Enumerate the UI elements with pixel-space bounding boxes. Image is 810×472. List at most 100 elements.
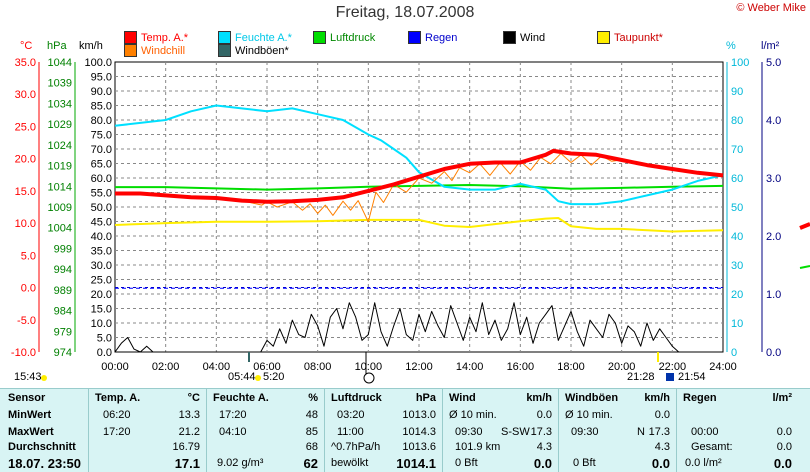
legend-item-rain: Regen xyxy=(408,31,457,44)
wind-beaufort: 0 Bft xyxy=(455,457,478,469)
series-luftdruck xyxy=(115,184,724,191)
legend-label: Taupunkt* xyxy=(614,31,663,44)
hum-now-abs: 9.02 g/m³ xyxy=(217,457,264,469)
header-humidity-unit: % xyxy=(308,392,318,404)
hum-min-value: 48 xyxy=(305,409,318,421)
wind-axis-tick: 5.0 xyxy=(97,333,112,345)
legend-swatch xyxy=(597,31,610,44)
humidity-axis-tick: 0 xyxy=(731,347,737,359)
humidity-axis-tick: 40 xyxy=(731,231,743,243)
x-tick-label: 22:00 xyxy=(659,361,687,373)
wind-max-time: 09:30 xyxy=(455,426,483,438)
humidity-axis-tick: 60 xyxy=(731,173,743,185)
legend-label: Feuchte A.* xyxy=(235,31,292,44)
press-now-value: 1014.1 xyxy=(396,456,436,471)
pressure-axis-tick: 1044 xyxy=(48,57,72,69)
series-temp-a xyxy=(115,148,724,204)
wind-axis-tick: 75.0 xyxy=(91,130,112,142)
row-label-now: 18.07. 23:50 xyxy=(8,456,82,471)
wind-axis-tick: 100.0 xyxy=(84,57,112,69)
wind-max-value: 17.3 xyxy=(530,426,552,438)
wind-axis-tick: 65.0 xyxy=(91,159,112,171)
wind-axis-tick: 0.0 xyxy=(97,347,112,359)
stats-col-humidity: Feuchte A. % 17:20 48 04:10 85 68 9.02 g… xyxy=(206,389,324,472)
x-tick-label: 18:00 xyxy=(557,361,585,373)
x-tick-label: 00:00 xyxy=(101,361,129,373)
temp-axis-tick: 30.0 xyxy=(15,89,36,101)
stats-col-sensor: Sensor MinWert MaxWert Durchschnitt 18.0… xyxy=(0,389,88,472)
wind-axis-tick: 60.0 xyxy=(91,173,112,185)
wind-now-value: 0.0 xyxy=(533,456,552,471)
rain-total-label: Gesamt: xyxy=(691,441,733,453)
pressure-axis-tick: 1034 xyxy=(48,98,72,110)
stats-col-temp: Temp. A. °C 06:20 13.3 17:20 21.2 16.79 … xyxy=(88,389,206,472)
pressure-axis-tick: 1014 xyxy=(48,181,72,193)
x-tick-label: 16:00 xyxy=(507,361,535,373)
series-feuchte-a xyxy=(114,104,724,206)
copyright-label: © Weber Mike xyxy=(736,2,806,14)
legend-swatch xyxy=(503,31,516,44)
temp-axis-tick: 15.0 xyxy=(15,186,36,198)
row-label-avg: Durchschnitt xyxy=(8,441,76,453)
x-tick-label: 20:00 xyxy=(608,361,636,373)
wind-axis-tick: 95.0 xyxy=(91,72,112,84)
stats-col-rain: Regen l/m² 00:00 0.0 Gesamt: 0.0 0.0 l/m… xyxy=(676,389,798,472)
rain-axis-tick: 5.0 xyxy=(766,57,781,69)
rain-axis-tick: 4.0 xyxy=(766,115,781,127)
hum-avg-value: 68 xyxy=(305,441,318,453)
press-min-value: 1013.0 xyxy=(402,409,436,421)
humidity-axis-tick: 100 xyxy=(731,57,749,69)
wind-axis-tick: 20.0 xyxy=(91,289,112,301)
sunrise-time: 05:44 xyxy=(228,371,256,383)
pressure-axis-tick: 974 xyxy=(54,347,72,359)
stats-col-wind: Wind km/h Ø 10 min. 0.0 09:30 S-SW 17.3 … xyxy=(442,389,558,472)
pressure-axis-tick: 1019 xyxy=(48,161,72,173)
legend-item-temp: Temp. A.* xyxy=(124,31,188,44)
wind-axis-tick: 50.0 xyxy=(91,202,112,214)
rain-axis-tick: 0.0 xyxy=(766,347,781,359)
hum-min-time: 17:20 xyxy=(219,409,247,421)
wind-axis-unit: km/h xyxy=(79,40,103,52)
wind-axis-tick: 15.0 xyxy=(91,304,112,316)
gust-max-value: 17.3 xyxy=(648,426,670,438)
press-avg-value: 1013.6 xyxy=(402,441,436,453)
temp-axis-tick: 10.0 xyxy=(15,218,36,230)
press-max-value: 1014.3 xyxy=(402,426,436,438)
sunrise-time-2: 5:20 xyxy=(263,371,285,383)
rain-axis-tick: 1.0 xyxy=(766,289,781,301)
press-max-time: 11:00 xyxy=(337,426,364,438)
header-temp: Temp. A. xyxy=(95,392,141,404)
header-humidity: Feuchte A. xyxy=(213,392,269,404)
wind-axis-tick: 80.0 xyxy=(91,115,112,127)
wind-max-direction: S-SW xyxy=(501,426,530,438)
legend-label: Temp. A.* xyxy=(141,31,189,44)
pressure-axis-tick: 989 xyxy=(54,285,72,297)
humidity-axis-tick: 30 xyxy=(731,260,743,272)
temp-now-value: 17.1 xyxy=(174,456,200,471)
header-pressure-unit: hPa xyxy=(415,392,436,404)
gust-max-direction: N xyxy=(637,426,645,438)
legend-label: Luftdruck xyxy=(330,31,376,44)
pressure-axis-unit: hPa xyxy=(47,40,67,52)
wind-axis-tick: 25.0 xyxy=(91,275,112,287)
sunset-time-2: 21:54 xyxy=(678,371,706,383)
temp-min-time: 06:20 xyxy=(103,409,131,421)
legend-swatch xyxy=(313,31,326,44)
temp-axis-tick: 5.0 xyxy=(21,250,36,262)
x-tick-label: 08:00 xyxy=(304,361,332,373)
series-wind xyxy=(114,302,685,353)
header-gusts-unit: km/h xyxy=(644,392,670,404)
x-tick-label: 04:00 xyxy=(203,361,231,373)
gust-min-value: 0.0 xyxy=(654,409,670,421)
temp-max-time: 17:20 xyxy=(103,426,131,438)
gust-max-time: 09:30 xyxy=(571,426,599,438)
humidity-axis-tick: 10 xyxy=(731,318,743,330)
moon-icon xyxy=(666,373,674,381)
pressure-axis-tick: 999 xyxy=(54,243,72,255)
legend-item-windchill: Windchill xyxy=(124,44,185,57)
weather-state: bewölkt xyxy=(331,457,369,469)
wind-run: 101.9 km xyxy=(455,441,501,453)
rain-total-value: 0.0 xyxy=(776,441,792,453)
temp-avg-value: 16.79 xyxy=(172,441,200,453)
header-gusts: Windböen xyxy=(565,392,619,404)
